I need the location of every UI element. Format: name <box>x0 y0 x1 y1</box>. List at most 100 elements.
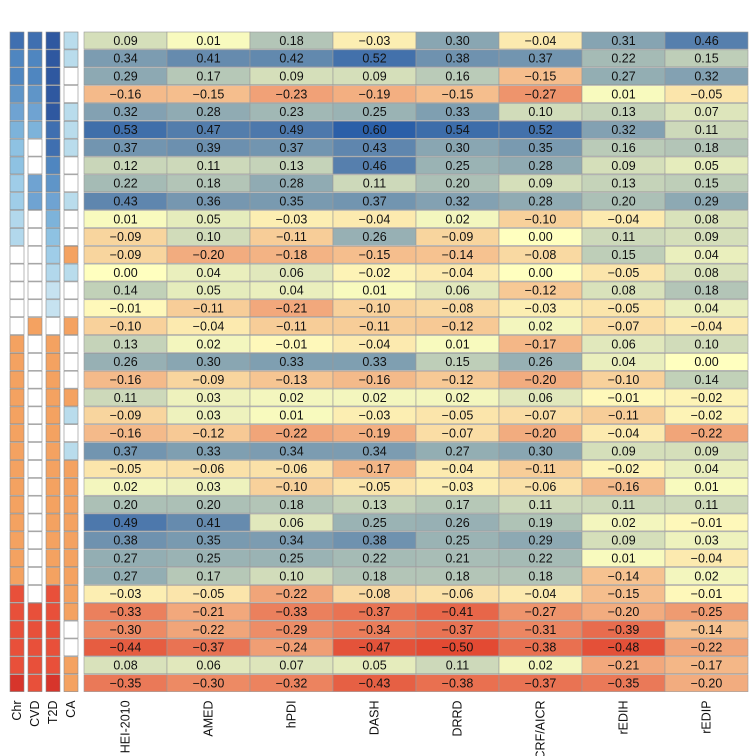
side-cell-Chr-8 <box>9 174 25 193</box>
heatmap-cell <box>664 460 749 478</box>
cell-value-label: −0.24 <box>276 641 308 655</box>
side-cell-Chr-12 <box>9 245 25 264</box>
cell-value-label: 0.14 <box>694 373 718 387</box>
cell-value-label: 0.32 <box>611 123 635 137</box>
cell-value-label: −0.11 <box>359 319 390 333</box>
heatmap-cell <box>664 656 749 675</box>
side-cell-T2D-27 <box>45 513 61 532</box>
cell-value-label: 0.32 <box>113 105 137 119</box>
side-cell-Chr-13 <box>9 263 25 282</box>
heatmap-cell <box>664 156 749 175</box>
cell-value-label: 0.01 <box>362 284 386 298</box>
heatmap-cell <box>664 299 749 318</box>
cell-value-label: 0.25 <box>362 516 386 530</box>
column-label: AMED <box>202 700 216 736</box>
cell-value-label: −0.04 <box>608 427 640 441</box>
cell-value-label: −0.27 <box>525 87 557 101</box>
cell-value-label: 0.31 <box>611 34 635 48</box>
cell-value-label: 0.37 <box>279 141 303 155</box>
cell-value-label: −0.05 <box>359 480 391 494</box>
side-cell-T2D-15 <box>45 299 61 318</box>
cell-value-label: 0.28 <box>528 159 552 173</box>
heatmap-cell <box>664 674 749 692</box>
cell-value-label: −0.15 <box>525 70 557 84</box>
cell-value-label: −0.43 <box>359 676 391 690</box>
side-cell-CA-27 <box>63 513 79 532</box>
side-cell-CA-12 <box>63 245 79 264</box>
cell-value-label: 0.37 <box>113 444 137 458</box>
cell-value-label: 0.26 <box>113 355 137 369</box>
cell-value-label: 0.22 <box>528 551 552 565</box>
cell-value-label: 0.30 <box>445 34 469 48</box>
cell-value-label: −0.14 <box>608 569 640 583</box>
cell-value-label: −0.22 <box>276 427 308 441</box>
cell-value-label: 0.11 <box>446 659 469 673</box>
side-cell-Chr-24 <box>9 460 25 478</box>
cell-value-label: 0.41 <box>196 52 220 66</box>
heatmap-cell <box>664 210 749 228</box>
cell-value-label: 0.18 <box>445 569 469 583</box>
cell-value-label: 0.06 <box>528 391 552 405</box>
cell-value-label: −0.08 <box>525 248 557 262</box>
cell-value-label: −0.07 <box>525 409 557 423</box>
column-label: DRRD <box>451 700 465 736</box>
cell-value-label: 0.05 <box>196 284 220 298</box>
cell-value-label: −0.50 <box>442 641 474 655</box>
side-cell-Chr-19 <box>9 370 25 389</box>
side-cell-CA-23 <box>63 442 79 460</box>
side-cell-T2D-36 <box>45 674 61 692</box>
cell-value-label: 0.18 <box>279 498 303 512</box>
cell-value-label: −0.04 <box>359 212 391 226</box>
cell-value-label: −0.08 <box>359 587 391 601</box>
cell-value-label: 0.29 <box>113 70 137 84</box>
cell-value-label: 0.28 <box>196 105 220 119</box>
cell-value-label: −0.29 <box>276 623 308 637</box>
side-cell-T2D-6 <box>45 138 61 157</box>
side-cell-T2D-10 <box>45 210 61 228</box>
side-cell-CVD-31 <box>27 585 43 603</box>
cell-value-label: 0.52 <box>528 123 552 137</box>
side-column-labels: Chr CVD T2D CA <box>10 700 78 727</box>
cell-value-label: −0.48 <box>608 641 640 655</box>
heatmap-cell <box>664 424 749 443</box>
side-cell-Chr-0 <box>9 31 25 50</box>
side-cell-CA-13 <box>63 263 79 282</box>
heatmap-cell <box>664 67 749 85</box>
side-cell-Chr-27 <box>9 513 25 532</box>
heatmap-cell <box>664 281 749 300</box>
side-cell-CA-36 <box>63 674 79 692</box>
cell-value-label: 0.22 <box>113 177 137 191</box>
side-cell-CA-28 <box>63 531 79 550</box>
cell-value-label: 0.17 <box>196 70 220 84</box>
side-column-label: CA <box>64 700 78 718</box>
cell-value-label: 0.28 <box>528 194 552 208</box>
side-cell-CVD-7 <box>27 156 43 175</box>
cell-value-label: 0.20 <box>445 177 469 191</box>
side-column-label: Chr <box>10 700 24 720</box>
cell-value-label: −0.04 <box>193 319 225 333</box>
side-cell-Chr-20 <box>9 388 25 407</box>
side-cell-Chr-11 <box>9 228 25 246</box>
cell-value-label: −0.03 <box>276 212 308 226</box>
cell-value-label: −0.04 <box>691 319 723 333</box>
side-cell-CA-31 <box>63 585 79 603</box>
heatmap-cell <box>664 638 749 657</box>
cell-value-label: −0.11 <box>608 409 639 423</box>
cell-value-label: −0.04 <box>442 462 474 476</box>
cell-value-label: −0.14 <box>691 623 723 637</box>
cell-value-label: −0.03 <box>359 409 391 423</box>
cell-value-label: 0.18 <box>279 34 303 48</box>
side-cell-T2D-11 <box>45 228 61 246</box>
side-cell-CVD-22 <box>27 424 43 443</box>
side-cell-CVD-8 <box>27 174 43 193</box>
cell-value-label: 0.38 <box>113 534 137 548</box>
cell-value-label: −0.04 <box>442 266 474 280</box>
cell-value-label: −0.20 <box>193 248 225 262</box>
cell-value-label: −0.02 <box>691 409 723 423</box>
heatmap-cell <box>664 620 749 639</box>
side-cell-T2D-18 <box>45 352 61 371</box>
cell-value-label: 0.02 <box>196 337 220 351</box>
cell-value-label: 0.13 <box>113 337 137 351</box>
cell-value-label: 0.06 <box>279 516 303 530</box>
cell-value-label: 0.07 <box>279 659 303 673</box>
